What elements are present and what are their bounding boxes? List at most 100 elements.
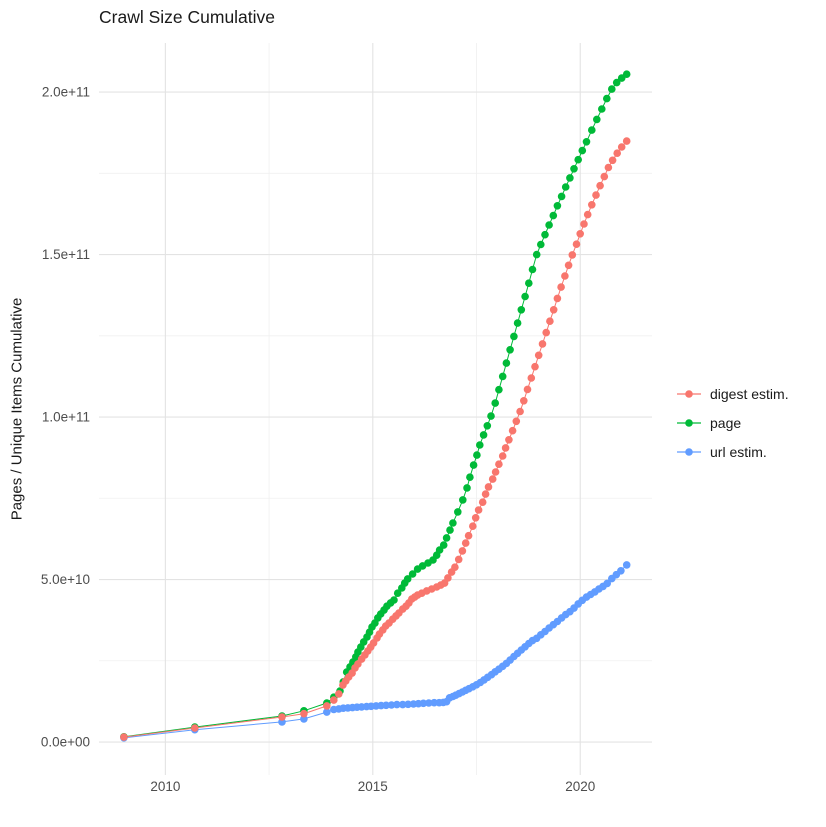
data-point xyxy=(446,526,454,534)
data-point xyxy=(553,202,562,210)
data-point xyxy=(471,514,480,522)
data-point xyxy=(300,709,308,718)
data-point xyxy=(568,251,577,259)
data-point xyxy=(439,541,448,549)
data-point xyxy=(393,589,402,597)
legend-item-label: url estim. xyxy=(710,443,767,460)
data-point xyxy=(442,534,451,542)
legend-key-icon xyxy=(677,389,701,398)
data-point xyxy=(598,105,606,113)
data-point xyxy=(593,115,601,124)
data-point xyxy=(481,490,490,498)
data-point xyxy=(582,138,591,146)
data-point xyxy=(553,294,562,303)
data-point xyxy=(474,506,483,514)
data-point xyxy=(613,149,621,157)
data-point xyxy=(498,452,507,460)
data-point xyxy=(510,332,518,341)
data-point xyxy=(583,210,592,219)
data-point xyxy=(469,522,477,530)
legend: digest estim. page url estim. xyxy=(676,379,789,466)
data-point xyxy=(382,701,390,710)
data-point xyxy=(604,163,613,172)
legend-key-icon xyxy=(677,447,701,456)
data-point xyxy=(545,221,553,229)
data-point xyxy=(523,385,532,394)
data-point xyxy=(612,78,621,87)
data-point xyxy=(506,346,514,354)
legend-item-page: page xyxy=(676,408,789,437)
data-point xyxy=(335,690,343,698)
data-point xyxy=(488,475,497,483)
series-line-digest-estim xyxy=(123,140,628,738)
data-point xyxy=(617,143,626,151)
data-point xyxy=(513,319,522,327)
data-point xyxy=(498,372,507,381)
data-point xyxy=(578,146,587,155)
data-point xyxy=(501,444,510,452)
data-point xyxy=(534,351,543,360)
data-point xyxy=(588,201,596,209)
data-point xyxy=(528,265,537,274)
data-point xyxy=(466,473,474,482)
data-point xyxy=(502,359,511,367)
data-point xyxy=(479,431,488,439)
legend-item-url-estim: url estim. xyxy=(676,437,789,466)
data-point xyxy=(478,498,487,507)
data-point xyxy=(574,155,582,164)
data-point xyxy=(557,192,566,201)
data-point xyxy=(588,126,596,134)
data-point xyxy=(580,220,588,228)
data-point xyxy=(461,539,470,547)
y-tick-label: 1.5e+11 xyxy=(42,247,90,262)
x-tick-label: 2015 xyxy=(358,779,388,794)
data-point xyxy=(527,374,536,382)
legend-key-dot xyxy=(685,447,693,456)
data-point xyxy=(603,579,611,588)
data-point xyxy=(549,211,558,220)
data-point xyxy=(622,561,631,569)
legend-key-dot xyxy=(685,418,693,427)
data-point xyxy=(537,240,545,249)
data-point xyxy=(608,156,617,165)
data-point xyxy=(390,596,398,604)
data-point xyxy=(454,508,462,516)
y-tick-label: 2.0e+11 xyxy=(42,85,90,100)
data-point xyxy=(393,700,401,709)
data-point xyxy=(531,362,539,371)
data-point xyxy=(512,417,521,426)
data-point xyxy=(330,696,338,704)
data-point xyxy=(592,191,600,199)
y-tick-label: 0.0e+00 xyxy=(41,735,90,750)
x-tick-label: 2010 xyxy=(150,779,180,794)
data-point xyxy=(561,183,570,191)
data-point xyxy=(617,567,625,575)
data-point xyxy=(538,340,547,348)
data-point xyxy=(323,702,331,710)
data-point xyxy=(570,165,578,173)
legend-key-dot xyxy=(685,389,693,398)
data-point xyxy=(458,547,467,555)
data-point xyxy=(491,468,500,476)
data-point xyxy=(572,240,581,248)
data-point xyxy=(505,436,513,444)
data-point xyxy=(495,460,503,469)
legend-key-icon xyxy=(677,418,701,427)
data-point xyxy=(491,399,500,407)
data-point xyxy=(596,181,604,190)
data-point xyxy=(403,575,412,583)
data-point xyxy=(449,519,457,527)
data-point xyxy=(191,724,199,732)
x-tick-label: 2020 xyxy=(565,779,595,794)
data-point xyxy=(532,250,541,259)
legend-item-label: page xyxy=(710,414,742,431)
data-point xyxy=(561,272,569,280)
data-point xyxy=(525,279,533,288)
data-point xyxy=(300,715,308,723)
data-point xyxy=(387,701,396,709)
data-point xyxy=(459,496,467,504)
data-point xyxy=(476,441,484,449)
data-point xyxy=(404,700,412,709)
data-point xyxy=(444,574,452,582)
